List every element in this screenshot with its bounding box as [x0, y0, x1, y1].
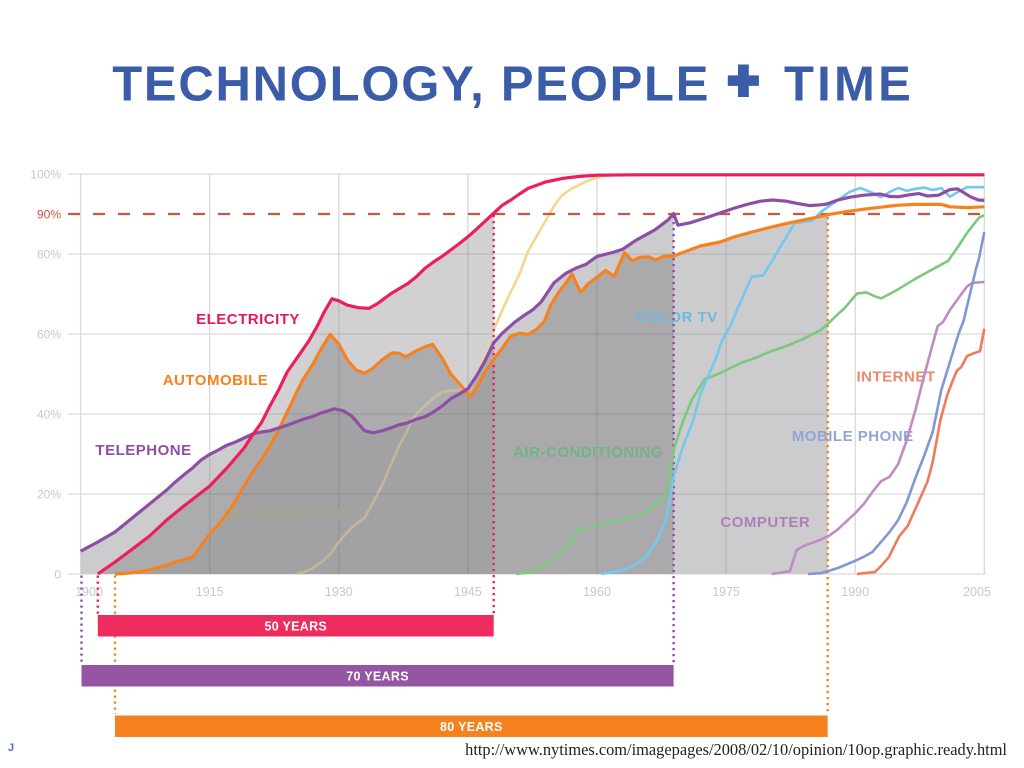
svg-text:70 YEARS: 70 YEARS [346, 670, 409, 684]
svg-text:60%: 60% [37, 327, 61, 341]
svg-text:1930: 1930 [325, 585, 353, 599]
svg-text:TECHNOLOGY, PEOPLE: TECHNOLOGY, PEOPLE [112, 57, 710, 111]
svg-text:AIR-CONDITIONING: AIR-CONDITIONING [513, 444, 663, 461]
svg-text:2005: 2005 [963, 585, 991, 599]
svg-text:1990: 1990 [841, 585, 869, 599]
svg-text:1900: 1900 [75, 585, 103, 599]
svg-text:1915: 1915 [196, 585, 224, 599]
svg-text:1975: 1975 [712, 585, 740, 599]
svg-text:COMPUTER: COMPUTER [720, 514, 810, 531]
svg-text:80 YEARS: 80 YEARS [440, 720, 503, 734]
svg-text:ELECTRICITY: ELECTRICITY [196, 311, 300, 328]
svg-text:COLOR TV: COLOR TV [636, 309, 718, 326]
svg-text:INTERNET: INTERNET [857, 369, 936, 386]
svg-text:1960: 1960 [583, 585, 611, 599]
svg-text:TIME: TIME [784, 57, 914, 111]
svg-text:MOBILE PHONE: MOBILE PHONE [792, 428, 914, 445]
svg-text:REFRIGERATOR: REFRIGERATOR [224, 506, 349, 523]
svg-text:http://www.nytimes.com/imagepa: http://www.nytimes.com/imagepages/2008/0… [465, 740, 1007, 759]
svg-text:1945: 1945 [454, 585, 482, 599]
svg-text:AUTOMOBILE: AUTOMOBILE [163, 372, 269, 389]
svg-text:0: 0 [54, 567, 61, 581]
svg-text:100%: 100% [30, 167, 61, 181]
svg-text:50 YEARS: 50 YEARS [264, 620, 327, 634]
svg-text:40%: 40% [37, 407, 61, 421]
svg-text:20%: 20% [37, 487, 61, 501]
svg-text:TELEPHONE: TELEPHONE [95, 442, 191, 459]
svg-text:90%: 90% [37, 207, 61, 221]
svg-text:80%: 80% [37, 247, 61, 261]
svg-text:J: J [8, 742, 14, 754]
